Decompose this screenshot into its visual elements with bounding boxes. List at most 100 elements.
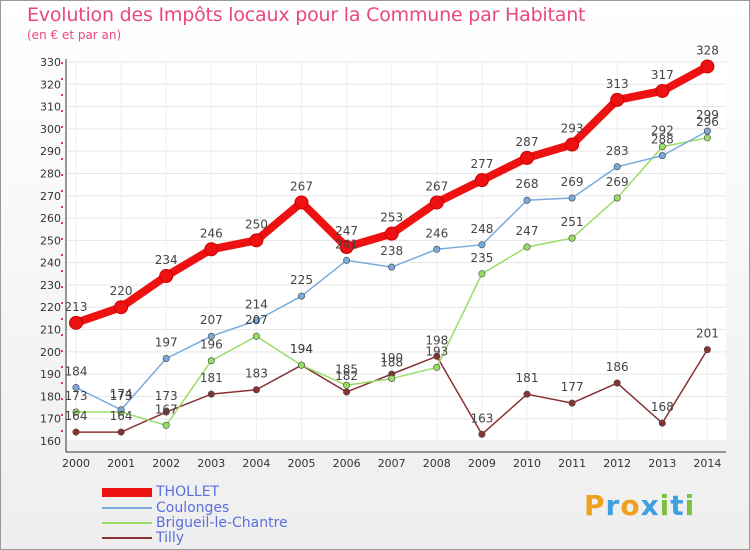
data-point-1-11: [568, 194, 576, 202]
y-tick-label: 280: [40, 167, 61, 180]
y-tick-label: 160: [40, 435, 61, 448]
data-point-0-7: [384, 226, 399, 241]
data-label-3-10: 181: [516, 371, 539, 385]
data-point-2-12: [613, 194, 621, 202]
data-label-2-6: 185: [335, 362, 358, 376]
data-label-1-3: 207: [200, 313, 223, 327]
data-point-2-9: [478, 270, 486, 278]
data-label-3-6: 182: [335, 369, 358, 383]
data-label-1-10: 268: [516, 177, 539, 191]
x-tick-label: 2002: [152, 457, 180, 470]
x-tick-label: 2013: [648, 457, 676, 470]
y-tick-label: 180: [40, 390, 61, 403]
y-tick-label: 190: [40, 368, 61, 381]
data-label-0-12: 313: [606, 77, 629, 91]
data-label-3-3: 181: [200, 371, 223, 385]
data-point-3-2: [162, 408, 170, 416]
data-label-0-14: 328: [696, 43, 719, 57]
data-point-0-14: [700, 59, 715, 74]
data-point-0-5: [294, 195, 309, 210]
data-label-2-5: 194: [290, 342, 313, 356]
data-label-2-4: 207: [245, 313, 268, 327]
data-point-2-0: [72, 408, 80, 416]
x-tick-label: 2001: [107, 457, 135, 470]
data-point-3-9: [478, 430, 486, 438]
data-point-1-12: [613, 163, 621, 171]
y-tick-label: 260: [40, 212, 61, 225]
data-label-1-14: 299: [696, 108, 719, 122]
x-tick-label: 2009: [468, 457, 496, 470]
data-point-0-10: [520, 150, 534, 165]
data-point-2-6: [343, 381, 351, 389]
data-label-0-10: 287: [516, 135, 539, 149]
data-point-3-1: [117, 428, 125, 436]
data-point-0-4: [249, 233, 264, 248]
data-label-0-13: 317: [651, 68, 674, 82]
x-tick-label: 2000: [62, 457, 90, 470]
data-point-1-14: [703, 127, 711, 135]
data-label-0-1: 220: [110, 284, 133, 298]
data-label-1-6: 241: [335, 237, 358, 251]
data-label-2-2: 167: [155, 402, 178, 416]
data-label-1-5: 225: [290, 273, 313, 287]
data-label-2-0: 173: [65, 389, 88, 403]
data-label-0-7: 253: [380, 211, 403, 225]
data-label-3-9: 163: [470, 411, 493, 425]
y-tick-label: 300: [40, 123, 61, 136]
data-label-0-3: 246: [200, 226, 223, 240]
data-label-0-11: 293: [561, 121, 584, 135]
data-label-3-12: 186: [606, 360, 629, 374]
data-point-0-8: [429, 195, 444, 210]
x-tick-label: 2014: [693, 457, 721, 470]
data-label-2-8: 193: [425, 344, 448, 358]
x-tick-label: 2005: [288, 457, 316, 470]
data-point-0-0: [69, 315, 83, 330]
data-point-1-4: [252, 317, 260, 325]
x-tick-label: 2004: [242, 457, 270, 470]
data-point-3-14: [703, 346, 711, 354]
data-point-2-13: [658, 143, 666, 151]
x-tick-label: 2008: [423, 457, 451, 470]
y-tick-label: 320: [40, 78, 61, 91]
data-label-3-2: 173: [155, 389, 178, 403]
data-point-3-10: [523, 390, 531, 398]
y-tick-label: 170: [40, 413, 61, 426]
y-tick-label: 240: [40, 257, 61, 270]
data-point-1-3: [207, 332, 215, 340]
data-point-2-8: [433, 363, 441, 371]
data-label-0-5: 267: [290, 179, 313, 193]
data-point-1-1: [117, 406, 125, 414]
data-point-1-6: [343, 256, 351, 264]
data-point-0-12: [610, 92, 625, 107]
x-tick-label: 2007: [378, 457, 406, 470]
data-label-0-8: 267: [425, 179, 448, 193]
data-label-0-2: 234: [155, 253, 178, 267]
data-label-3-7: 190: [380, 351, 403, 365]
data-point-1-2: [162, 355, 170, 363]
data-label-1-11: 269: [561, 175, 584, 189]
y-tick-label: 220: [40, 301, 61, 314]
data-label-1-13: 288: [651, 133, 674, 147]
data-label-3-0: 164: [65, 409, 88, 423]
data-point-2-5: [297, 361, 305, 369]
data-point-2-11: [568, 234, 576, 242]
data-label-1-1: 174: [110, 387, 133, 401]
data-point-2-14: [703, 134, 711, 142]
data-point-2-4: [252, 332, 260, 340]
data-label-2-12: 269: [606, 175, 629, 189]
data-point-3-0: [72, 428, 80, 436]
chart-subtitle: (en € et par an): [27, 28, 122, 42]
data-label-3-14: 201: [696, 327, 719, 341]
data-point-1-0: [72, 383, 80, 391]
data-point-0-11: [565, 137, 580, 152]
data-point-0-2: [159, 269, 174, 284]
y-tick-label: 330: [40, 56, 61, 69]
data-point-1-10: [523, 196, 531, 204]
data-point-0-9: [474, 173, 489, 188]
data-label-2-3: 196: [200, 338, 223, 352]
data-label-1-12: 283: [606, 144, 629, 158]
data-label-1-4: 214: [245, 298, 268, 312]
data-point-3-8: [433, 352, 441, 360]
